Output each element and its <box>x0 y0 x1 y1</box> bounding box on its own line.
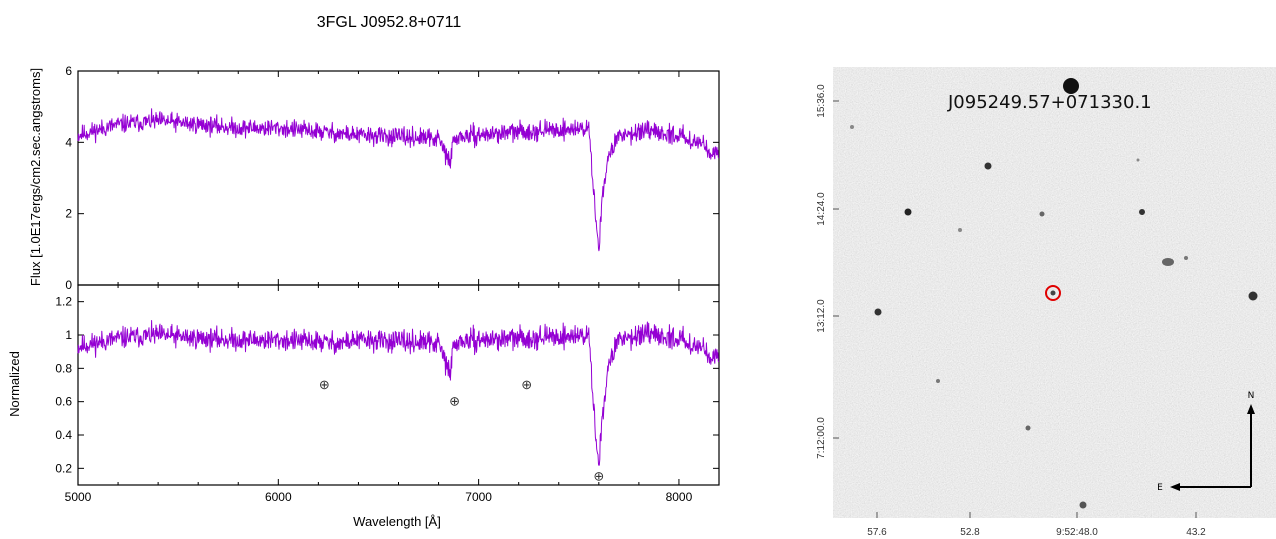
galaxy <box>1162 258 1174 266</box>
spectrum-figure: 3FGL J0952.8+0711 Flux [1.0E17ergs/cm2.s… <box>7 14 720 529</box>
x-tick-labels: 57.6 52.8 9:52:48.0 43.2 <box>867 527 1206 538</box>
source-label: J095249.57+071330.1 <box>947 92 1152 113</box>
compass-north-label: N <box>1248 391 1255 401</box>
star <box>984 162 992 170</box>
star <box>850 125 854 129</box>
x-tick-label: 6000 <box>265 490 292 504</box>
normalized-plot-frame <box>77 284 720 486</box>
star <box>1248 291 1258 301</box>
star <box>1039 211 1045 217</box>
flux-spectrum-line <box>77 108 720 252</box>
star <box>1139 209 1145 215</box>
target-marker <box>1045 285 1061 301</box>
x-tick-label: 8000 <box>666 490 693 504</box>
star-field <box>850 78 1258 509</box>
compass-east-label: E <box>1157 483 1163 493</box>
flux-panel: 0 2 4 6 <box>65 64 720 292</box>
bright-star <box>1063 78 1079 94</box>
x-tick-label: 7000 <box>465 490 492 504</box>
x-tick-label: 5000 <box>65 490 92 504</box>
y-tick-labels: 15:36.0 14:24.0 13:12.0 7:12:00.0 <box>816 84 827 459</box>
star <box>936 379 940 383</box>
wavelength-axis-label: Wavelength [Å] <box>353 514 441 529</box>
telluric-marker: ⊕ <box>593 469 604 484</box>
flux-axis-label: Flux [1.0E17ergs/cm2.sec.angstroms] <box>28 68 43 286</box>
star <box>1025 425 1031 431</box>
y-tick-label: 0.6 <box>55 395 72 409</box>
y-tick-label: 6 <box>65 64 72 78</box>
star <box>1184 256 1188 260</box>
y-tick-label: 14:24.0 <box>816 192 827 226</box>
compass <box>1170 404 1255 491</box>
chart-title: 3FGL J0952.8+0711 <box>317 14 462 31</box>
star <box>958 228 962 232</box>
y-tick-label: 0.2 <box>55 461 72 475</box>
y-tick-label: 1.2 <box>55 295 72 309</box>
star <box>1136 158 1140 162</box>
y-tick-label: 0.8 <box>55 361 72 375</box>
y-tick-label: 15:36.0 <box>816 84 827 118</box>
normalized-axis-label: Normalized <box>7 351 22 417</box>
telluric-marker: ⊕ <box>521 377 532 392</box>
target-star <box>1050 290 1056 296</box>
telluric-marker: ⊕ <box>319 377 330 392</box>
x-tick-label: 9:52:48.0 <box>1056 527 1098 538</box>
y-tick-label: 4 <box>65 135 72 149</box>
compass-east-arrowhead <box>1170 483 1180 491</box>
star <box>874 308 882 316</box>
compass-north-arrowhead <box>1247 404 1255 414</box>
x-tick-label: 52.8 <box>960 527 980 538</box>
star <box>1079 501 1087 509</box>
finder-chart: J095249.57+071330.1 15:36.0 14:24.0 13:1… <box>816 67 1276 538</box>
normalized-panel: 0.2 0.4 0.6 0.8 1 1.2 5000 6000 7000 8000 ⊕ ⊕ ⊕ ⊕ <box>55 284 720 504</box>
y-tick-label: 1 <box>65 328 72 342</box>
normalized-spectrum-line <box>77 320 720 466</box>
y-tick-label: 0.4 <box>55 428 72 442</box>
x-tick-label: 43.2 <box>1186 527 1206 538</box>
y-tick-label: 7:12:00.0 <box>816 417 827 459</box>
star <box>904 208 912 216</box>
y-tick-label: 0 <box>65 278 72 292</box>
x-tick-label: 57.6 <box>867 527 887 538</box>
y-tick-label: 2 <box>65 207 72 221</box>
telluric-marker: ⊕ <box>449 394 460 409</box>
y-tick-label: 13:12.0 <box>816 299 827 333</box>
finder-ticks <box>833 100 1197 518</box>
flux-plot-frame <box>77 70 720 286</box>
